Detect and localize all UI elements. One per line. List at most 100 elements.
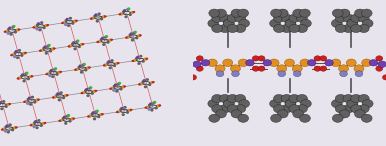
- Circle shape: [351, 94, 362, 103]
- Circle shape: [343, 105, 354, 113]
- Circle shape: [109, 67, 111, 69]
- Circle shape: [335, 14, 346, 22]
- Circle shape: [43, 47, 45, 49]
- Circle shape: [212, 105, 222, 113]
- Circle shape: [18, 77, 21, 79]
- Circle shape: [29, 75, 32, 78]
- Circle shape: [49, 71, 51, 72]
- Circle shape: [0, 101, 2, 103]
- Circle shape: [351, 105, 362, 113]
- Circle shape: [127, 9, 129, 10]
- Circle shape: [23, 101, 25, 103]
- Circle shape: [52, 97, 54, 98]
- Circle shape: [231, 110, 242, 118]
- Circle shape: [95, 14, 97, 16]
- Circle shape: [339, 110, 350, 118]
- Circle shape: [142, 61, 144, 62]
- Circle shape: [277, 65, 287, 72]
- Circle shape: [73, 20, 77, 22]
- Circle shape: [331, 19, 342, 27]
- Circle shape: [104, 15, 107, 17]
- Circle shape: [340, 71, 347, 77]
- Circle shape: [76, 41, 78, 42]
- Circle shape: [93, 90, 96, 93]
- Circle shape: [24, 100, 28, 103]
- Circle shape: [56, 74, 58, 75]
- Circle shape: [273, 24, 284, 33]
- Circle shape: [335, 24, 346, 33]
- Circle shape: [126, 36, 130, 39]
- Circle shape: [10, 54, 13, 56]
- Circle shape: [369, 60, 378, 66]
- Circle shape: [7, 103, 10, 106]
- Circle shape: [42, 122, 45, 125]
- Circle shape: [36, 28, 38, 30]
- Circle shape: [219, 24, 230, 33]
- Circle shape: [103, 65, 105, 66]
- Circle shape: [58, 71, 61, 74]
- Circle shape: [271, 9, 281, 17]
- Circle shape: [113, 89, 115, 91]
- Circle shape: [96, 20, 98, 22]
- Circle shape: [285, 100, 296, 108]
- Circle shape: [46, 72, 50, 75]
- Circle shape: [196, 66, 203, 71]
- Circle shape: [235, 14, 245, 22]
- Circle shape: [53, 48, 56, 49]
- Circle shape: [300, 114, 310, 122]
- Circle shape: [124, 86, 126, 87]
- Circle shape: [285, 19, 296, 27]
- Circle shape: [74, 48, 76, 50]
- Circle shape: [108, 60, 110, 62]
- Circle shape: [238, 114, 249, 122]
- Circle shape: [354, 65, 364, 72]
- Circle shape: [325, 60, 333, 66]
- Circle shape: [98, 13, 100, 15]
- Circle shape: [43, 27, 45, 28]
- Circle shape: [47, 24, 49, 26]
- Circle shape: [207, 59, 217, 67]
- Circle shape: [289, 24, 300, 33]
- Circle shape: [219, 14, 230, 22]
- Circle shape: [24, 52, 27, 54]
- Circle shape: [105, 36, 107, 38]
- Circle shape: [5, 30, 8, 33]
- Circle shape: [289, 14, 300, 22]
- Circle shape: [331, 100, 342, 108]
- Circle shape: [238, 59, 248, 67]
- Circle shape: [47, 45, 49, 47]
- Circle shape: [44, 122, 46, 124]
- Circle shape: [343, 14, 354, 22]
- Circle shape: [269, 100, 280, 108]
- Circle shape: [115, 62, 119, 65]
- Circle shape: [209, 9, 220, 17]
- Circle shape: [359, 105, 369, 113]
- Circle shape: [85, 90, 86, 91]
- Circle shape: [130, 33, 132, 35]
- Circle shape: [219, 94, 230, 103]
- Circle shape: [359, 94, 369, 103]
- Circle shape: [119, 82, 120, 84]
- Circle shape: [69, 120, 71, 122]
- Circle shape: [347, 19, 358, 27]
- Circle shape: [87, 95, 89, 96]
- Circle shape: [232, 71, 239, 77]
- Circle shape: [99, 113, 103, 116]
- Circle shape: [361, 9, 372, 17]
- Circle shape: [60, 71, 62, 73]
- Circle shape: [376, 56, 383, 61]
- Circle shape: [80, 43, 83, 46]
- Circle shape: [146, 79, 148, 80]
- Circle shape: [120, 88, 122, 90]
- Circle shape: [289, 105, 300, 113]
- Circle shape: [68, 46, 70, 47]
- Circle shape: [107, 62, 109, 64]
- Circle shape: [106, 36, 107, 37]
- Circle shape: [91, 93, 93, 94]
- Circle shape: [26, 72, 28, 74]
- Circle shape: [96, 41, 99, 43]
- Circle shape: [332, 114, 343, 122]
- Circle shape: [376, 66, 383, 71]
- Circle shape: [113, 85, 115, 87]
- Circle shape: [289, 94, 300, 103]
